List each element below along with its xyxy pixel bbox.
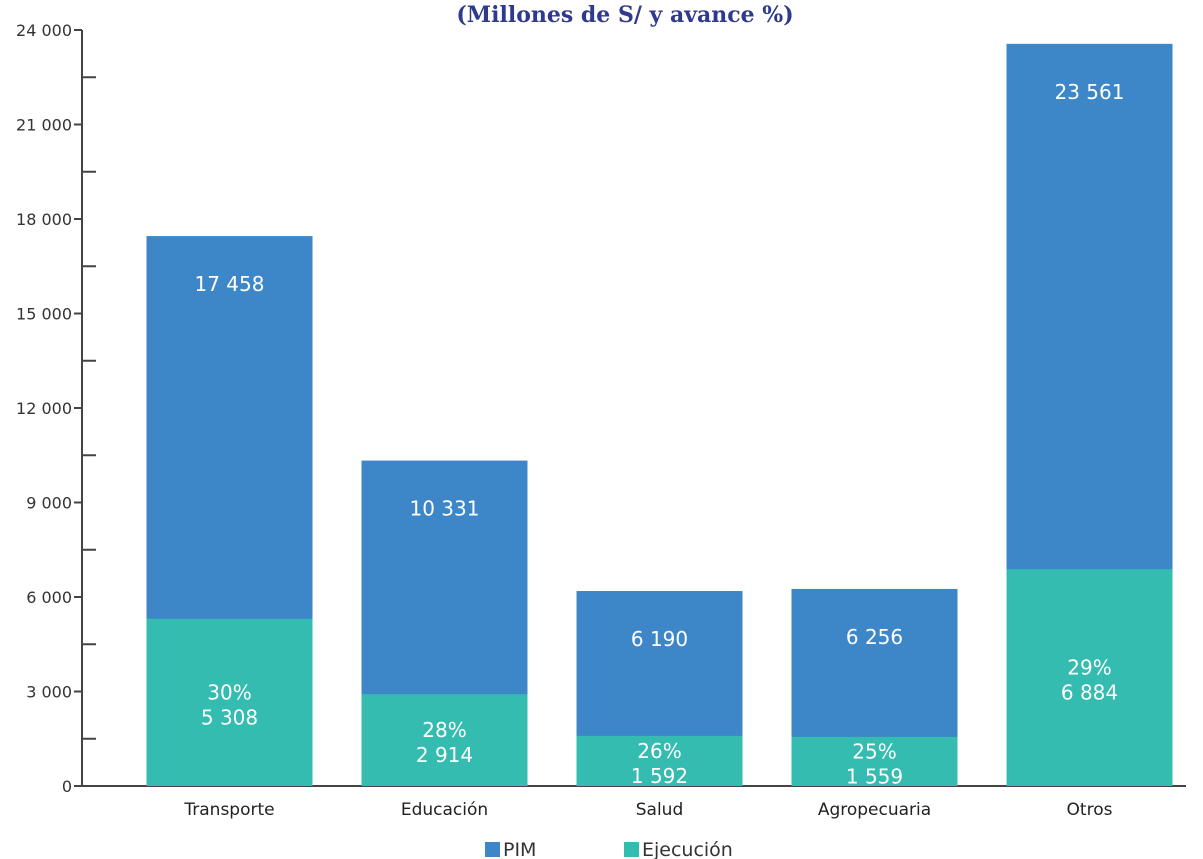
ejecucion-value-label: 1 559 — [846, 764, 903, 788]
ejecucion-value-label: 5 308 — [201, 705, 258, 729]
bar-ejecucion-4 — [1006, 569, 1173, 786]
y-tick-label: 9 000 — [26, 494, 72, 513]
ejecucion-value-label: 1 592 — [631, 764, 688, 788]
y-tick-label: 6 000 — [26, 588, 72, 607]
legend-label-0: PIM — [503, 839, 536, 859]
bars: 17 458 30%5 308 10 331 28%2 914 6 190 26%1 59… — [146, 43, 1173, 788]
ejecucion-percent-label: 26% — [637, 739, 681, 763]
pim-value-label: 17 458 — [195, 272, 265, 296]
bar-ejecucion-0 — [146, 618, 313, 786]
pim-value-label: 23 561 — [1055, 80, 1125, 104]
pim-value-label: 6 190 — [631, 627, 688, 651]
bar-ejecucion-3 — [791, 736, 958, 786]
ejecucion-percent-label: 25% — [852, 739, 896, 763]
category-label: Salud — [636, 800, 684, 820]
legend-swatch-1 — [624, 842, 639, 857]
pim-value-label: 10 331 — [410, 497, 480, 521]
y-tick-label: 12 000 — [16, 399, 72, 418]
category-label: Educación — [401, 800, 488, 820]
ejecucion-value-label: 2 914 — [416, 743, 473, 767]
y-tick-label: 18 000 — [16, 210, 72, 229]
category-label: Otros — [1067, 800, 1113, 820]
pim-value-label: 6 256 — [846, 625, 903, 649]
ejecucion-percent-label: 29% — [1067, 656, 1111, 680]
y-tick-label: 21 000 — [16, 116, 72, 135]
category-label: Transporte — [183, 800, 274, 820]
legend-swatch-0 — [485, 842, 500, 857]
ejecucion-percent-label: 30% — [207, 680, 251, 704]
ejecucion-percent-label: 28% — [422, 718, 466, 742]
legend: PIM Ejecución — [485, 839, 733, 859]
y-tick-label: 0 — [62, 777, 72, 796]
y-tick-label: 15 000 — [16, 305, 72, 324]
x-axis-labels: Transporte Educación Salud Agropecuaria Otro… — [183, 800, 1112, 820]
y-axis: 0 3 000 6 000 9 000 12 000 15 000 18 000 21 000… — [16, 21, 1186, 796]
ejecucion-value-label: 6 884 — [1061, 681, 1118, 705]
legend-label-1: Ejecución — [642, 839, 733, 859]
bar-ejecucion-2 — [576, 735, 743, 786]
chart-subtitle: (Millones de S/ y avance %) — [456, 2, 793, 28]
bar-ejecucion-1 — [361, 694, 528, 786]
category-label: Agropecuaria — [818, 800, 931, 820]
y-tick-label: 24 000 — [16, 21, 72, 40]
y-tick-label: 3 000 — [26, 683, 72, 702]
